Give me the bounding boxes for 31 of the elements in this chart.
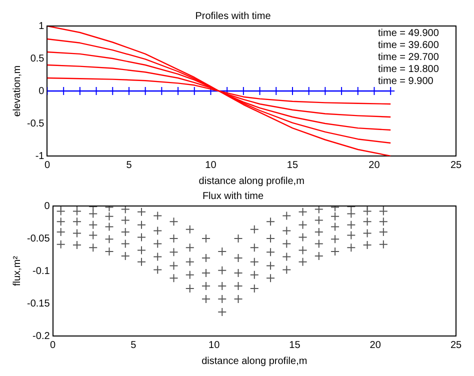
- annotation: time = 29.700: [378, 52, 440, 63]
- x-tick-label: 20: [370, 340, 382, 351]
- x-tick-label: 15: [286, 160, 298, 171]
- x-tick-label: 25: [450, 160, 462, 171]
- y-axis-title: flux,m²: [12, 255, 23, 286]
- y-tick-label: -0.1: [32, 266, 50, 277]
- x-tick-label: 15: [289, 340, 301, 351]
- chart-title: Profiles with time: [195, 10, 272, 22]
- annotation: time = 39.600: [378, 40, 440, 51]
- x-tick-label: 10: [205, 160, 217, 171]
- x-tick-label: 5: [126, 160, 132, 171]
- y-tick-label: -1: [35, 150, 45, 162]
- x-tick-label: 5: [130, 340, 137, 351]
- y-tick-label: 0: [44, 200, 50, 212]
- annotation: time = 9.900: [378, 76, 434, 87]
- y-axis-title: elevation,m: [12, 65, 23, 117]
- y-tick-label: -0.05: [26, 233, 50, 244]
- x-tick-label: 25: [450, 340, 462, 351]
- x-tick-label: 20: [368, 160, 380, 171]
- y-tick-label: -0.2: [32, 330, 50, 342]
- x-axis-title: distance along profile,m: [202, 356, 308, 367]
- y-tick-label: -0.15: [26, 298, 50, 310]
- y-tick-label: -0.5: [26, 118, 45, 130]
- x-axis-title: distance along profile,m: [198, 176, 304, 187]
- annotation: time = 49.900: [378, 28, 440, 39]
- annotation: time = 19.800: [378, 64, 440, 75]
- x-tick-label: 10: [208, 340, 220, 351]
- y-tick-label: 1: [38, 20, 45, 32]
- y-tick-label: 0.5: [30, 53, 45, 64]
- chart-title: Flux with time: [202, 190, 264, 202]
- y-tick-label: 0: [38, 86, 45, 97]
